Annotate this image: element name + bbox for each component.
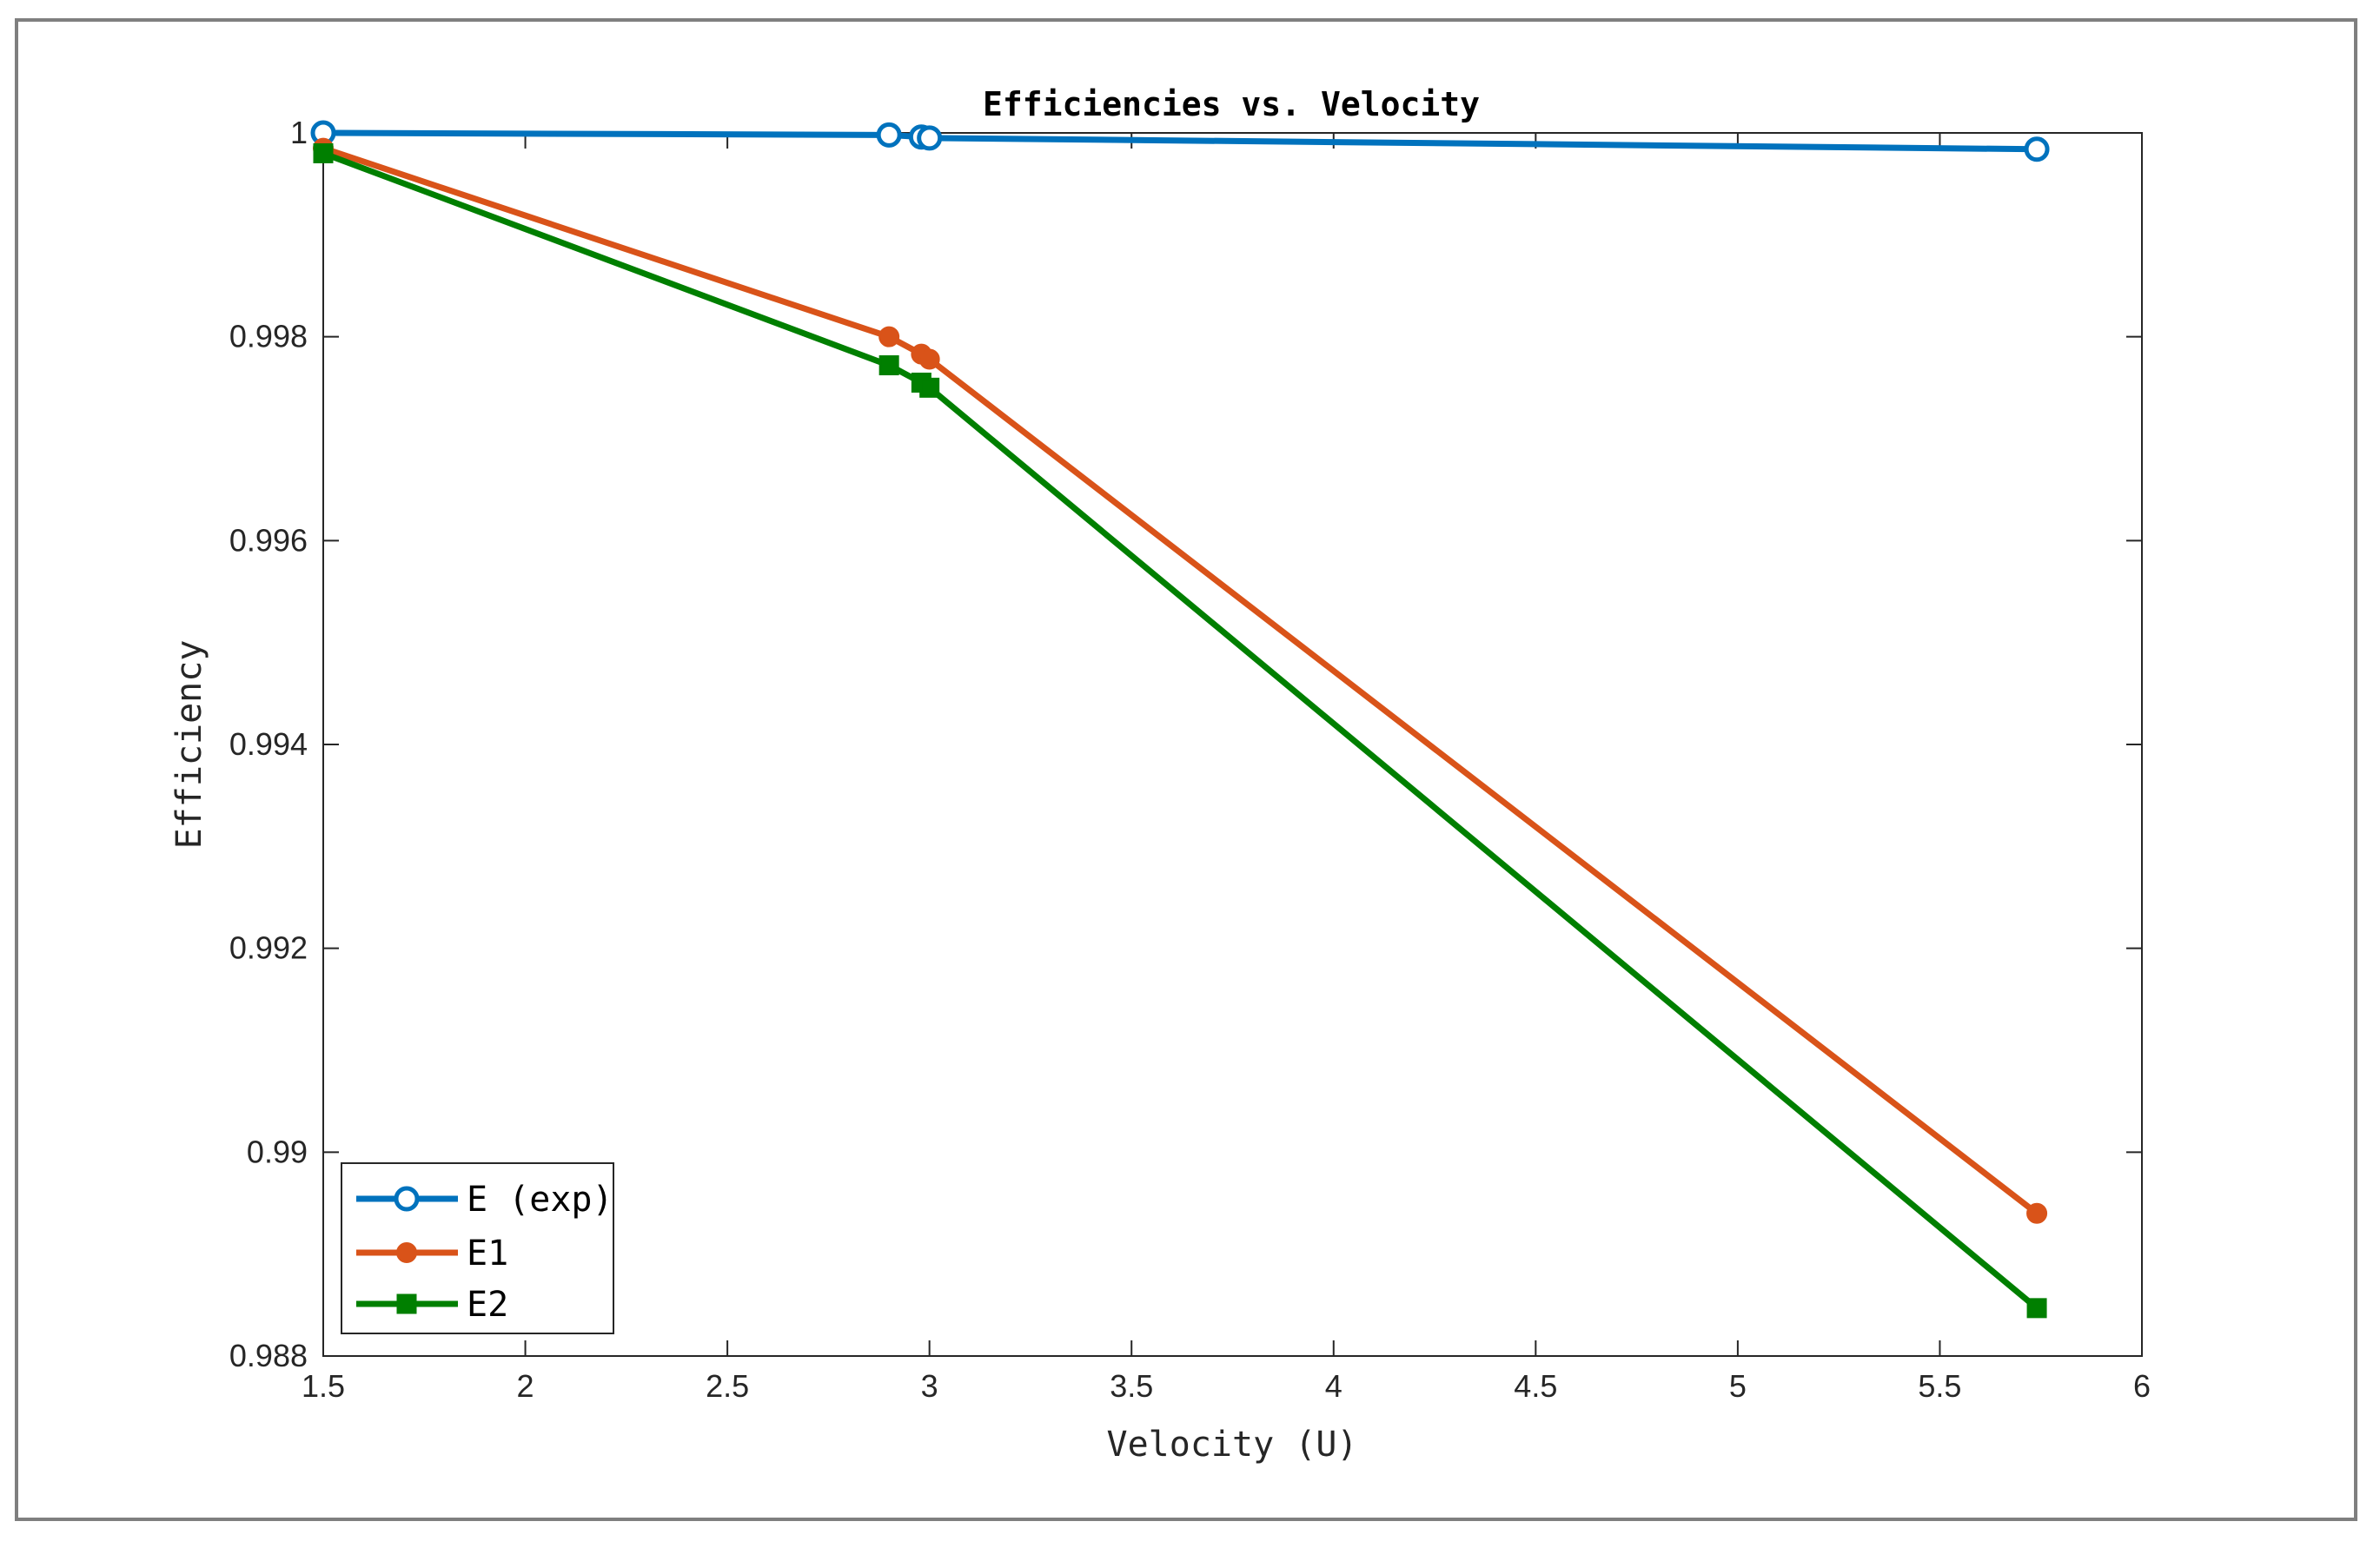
data-point-e2 xyxy=(919,377,940,398)
y-tick-label: 0.988 xyxy=(229,1338,308,1373)
y-tick-label: 0.998 xyxy=(229,319,308,354)
chart-title: Efficiencies vs. Velocity xyxy=(983,85,1480,123)
legend-marker-e1 xyxy=(396,1242,417,1263)
x-tick-label: 4 xyxy=(1325,1368,1342,1404)
legend-marker-e2 xyxy=(396,1293,417,1314)
legend-marker-e-exp xyxy=(394,1186,420,1212)
x-tick-label: 5.5 xyxy=(1918,1368,1961,1404)
x-axis-label: Velocity (U) xyxy=(1107,1425,1358,1465)
x-tick-label: 5 xyxy=(1729,1368,1747,1404)
data-point-e2 xyxy=(313,142,334,163)
x-tick-label: 3.5 xyxy=(1110,1368,1153,1404)
x-tick-label: 1.5 xyxy=(302,1368,345,1404)
data-point-e1 xyxy=(918,348,940,370)
x-tick-label: 2 xyxy=(517,1368,534,1404)
x-tick-label: 2.5 xyxy=(706,1368,749,1404)
x-tick-label: 3 xyxy=(921,1368,938,1404)
data-point-e2 xyxy=(878,355,899,376)
y-tick-label: 0.996 xyxy=(229,522,308,558)
y-tick-label: 0.992 xyxy=(229,930,308,966)
x-axis: 1.5 2 2.5 3 3.5 4 4.5 5 5.5 6 xyxy=(302,133,2151,1404)
data-point-e1 xyxy=(878,326,900,347)
legend-label-e2: E2 xyxy=(467,1285,508,1325)
series-layer xyxy=(310,120,2050,1319)
plot-area xyxy=(322,132,2143,1357)
legend-label-e1: E1 xyxy=(467,1234,508,1273)
data-point-e-exp xyxy=(2024,136,2050,162)
legend-label-e-exp: E (exp) xyxy=(467,1180,613,1220)
y-axis-label: Efficiency xyxy=(169,640,209,850)
x-tick-label: 6 xyxy=(2133,1368,2151,1404)
data-point-e1 xyxy=(2026,1202,2048,1224)
data-point-e2 xyxy=(2026,1298,2047,1319)
y-tick-label: 0.994 xyxy=(229,726,308,762)
y-tick-label: 0.99 xyxy=(247,1134,308,1169)
x-tick-label: 4.5 xyxy=(1514,1368,1557,1404)
y-axis: 0.988 0.99 0.992 0.994 0.996 0.998 1 xyxy=(229,115,2142,1373)
legend: E (exp) E1 E2 xyxy=(341,1162,614,1334)
data-point-e-exp xyxy=(917,125,943,151)
data-point-e-exp xyxy=(876,122,902,148)
y-tick-label: 1 xyxy=(290,115,308,150)
